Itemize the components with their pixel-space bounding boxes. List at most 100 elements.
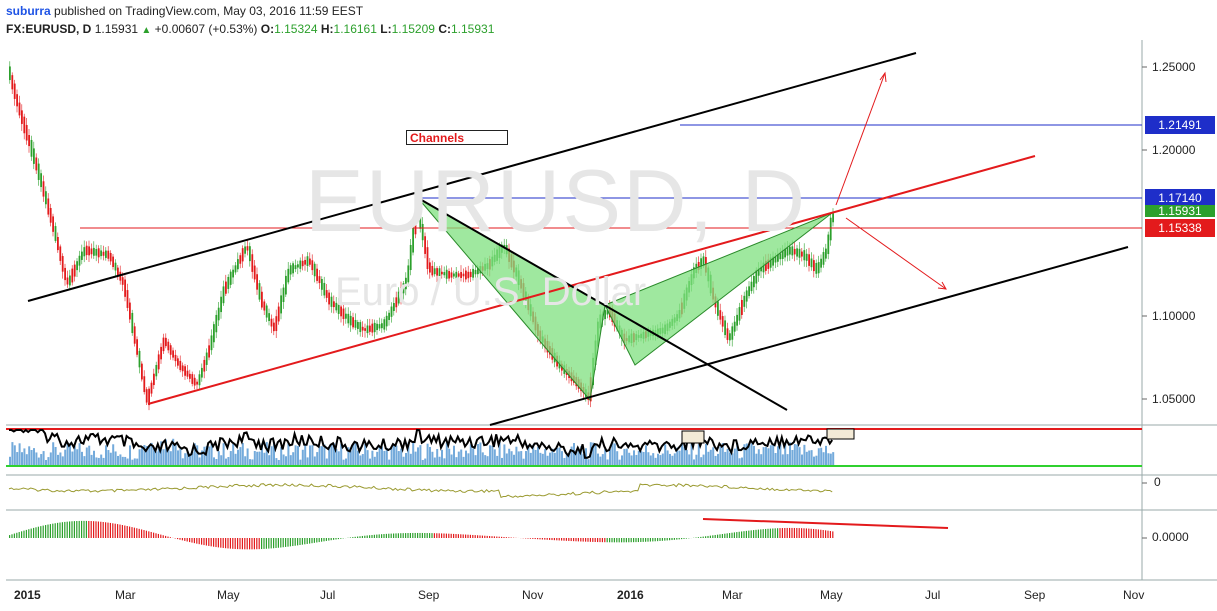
candle-body [275,316,278,331]
macd-bar [657,538,659,542]
author-link[interactable]: suburra [6,4,51,18]
price-tag-line[interactable]: 1.15338 [1145,219,1215,237]
candle-body [467,271,470,279]
macd-bar [498,536,500,538]
price-tag-last[interactable]: 1.15931 [1145,205,1215,217]
time-tick: May [217,588,240,602]
macd-bar [311,538,313,544]
macd-bar [793,527,795,538]
macd-bar [30,528,32,538]
volume-bar [109,452,112,466]
volume-bar [433,457,436,466]
volume-bar [628,452,631,466]
volume-bar [599,456,602,466]
macd-bar [438,533,440,538]
volume-bar [702,454,705,466]
candle-body [234,265,237,273]
candle-body [340,306,342,317]
candle-body [359,322,362,333]
macd-bar [76,521,78,538]
macd-bar [409,532,411,538]
symbol-label[interactable]: FX:EURUSD, D [6,22,92,36]
macd-bar [815,529,817,538]
candle-body [741,299,743,315]
volume-bar [438,456,441,466]
channels-annotation[interactable]: Channels [406,130,508,145]
macd-bar [779,528,781,538]
candle-body [179,360,182,371]
macd-bar [544,538,546,540]
macd-bar [616,538,618,543]
price-tag-level[interactable]: 1.17140 [1145,189,1215,207]
volume-bar [400,448,403,466]
candle-body [791,246,794,256]
candle-body [354,319,357,328]
volume-bar [820,447,823,466]
volume-bar [777,446,779,466]
candle-body [97,248,100,258]
macd-bar [618,538,620,543]
macd-bar [541,538,543,540]
macd-bar [731,532,733,538]
volume-bar [66,442,69,466]
volume-bar [465,450,467,466]
volume-bar [573,443,575,466]
volume-bar [45,459,47,466]
macd-bar [78,520,80,538]
candle-body [361,326,364,331]
price-tag-level[interactable]: 1.21491 [1145,116,1215,134]
macd-bar [213,538,215,547]
macd-bar [114,523,116,538]
volume-bar [721,443,724,466]
volume-bar [21,452,23,466]
macd-bar [126,526,128,538]
macd-bar [433,533,435,538]
volume-bar [174,444,177,466]
macd-bar [659,538,661,541]
macd-bar [148,531,150,538]
macd-bar [597,538,599,543]
macd-bar [165,535,167,538]
macd-bar [625,538,627,543]
macd-bar [745,530,747,538]
candle-body [9,66,11,81]
macd-bar [503,537,505,538]
macd-bar [697,537,699,538]
candle-body [81,251,83,260]
macd-bar [633,538,635,543]
candle-body [381,323,383,329]
macd-bar [97,521,99,538]
macd-bar [424,532,426,538]
macd-bar [193,538,195,544]
candle-body [808,254,810,266]
volume-bar [215,458,218,466]
volume-bar [810,450,813,466]
macd-bar [292,538,294,547]
macd-bar [85,520,87,538]
macd-bar [333,538,335,540]
candle-body [241,248,244,262]
macd-bar [798,528,800,538]
volume-bar [793,444,796,466]
volume-bar [203,446,206,466]
candle-body [90,248,93,255]
volume-bar [561,451,563,466]
macd-bar [426,533,428,538]
volume-bar [376,451,379,466]
candle-body [460,272,462,278]
macd-bar [71,521,73,538]
candle-body [222,286,225,304]
volume-bar [412,442,415,466]
macd-bar [273,538,275,549]
macd-bar [328,538,330,541]
candle-body [371,323,374,333]
candle-body [450,272,453,278]
macd-bar [405,533,407,538]
volume-bar [659,455,662,466]
volume-bar [52,442,55,466]
oscillator-zero-label: 0 [1154,475,1161,489]
volume-bar [477,444,479,466]
macd-bar [781,528,783,538]
macd-bar [825,530,827,538]
